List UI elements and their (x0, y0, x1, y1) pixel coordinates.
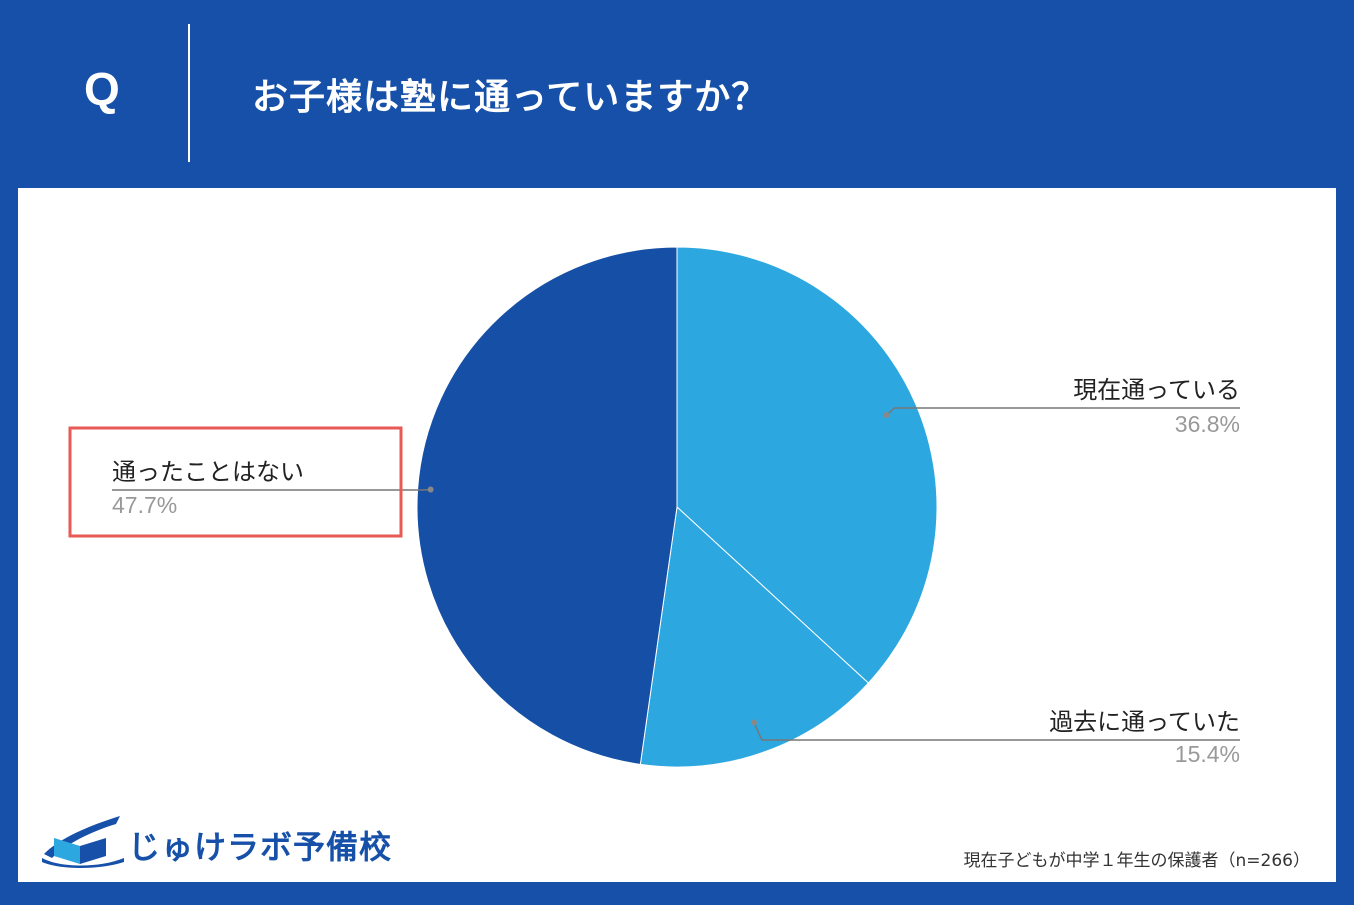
leader-dot (427, 486, 434, 493)
question-title: お子様は塾に通っていますか？ (252, 77, 769, 118)
pie-slice (416, 246, 678, 765)
slice-label: 現在通っている (1073, 376, 1240, 404)
leader-dot (883, 412, 890, 419)
header-bar: Q お子様は塾に通っていますか？ (0, 0, 1354, 188)
highlight-box (68, 426, 403, 538)
header-divider (188, 24, 190, 162)
respondent-note: 現在子どもが中学１年生の保護者（n=266） (963, 851, 1310, 871)
leader-line (753, 722, 1240, 741)
pie-slice (639, 505, 870, 768)
slice-label: 過去に通っていた (1049, 708, 1240, 736)
leader-line (886, 407, 1240, 416)
leader-dot (750, 719, 757, 726)
slice-percent-label: 36.8% (1175, 411, 1240, 437)
slice-percent-label: 15.4% (1175, 741, 1240, 767)
question-mark-label: Q (84, 63, 120, 115)
slice-percent-label: 47.7% (112, 492, 177, 518)
slice-label: 通ったことはない (112, 458, 304, 486)
logo-wordmark: じゅけラボ予備校 (128, 828, 393, 866)
pie-slice (676, 246, 938, 684)
book-logo-icon (42, 816, 124, 868)
